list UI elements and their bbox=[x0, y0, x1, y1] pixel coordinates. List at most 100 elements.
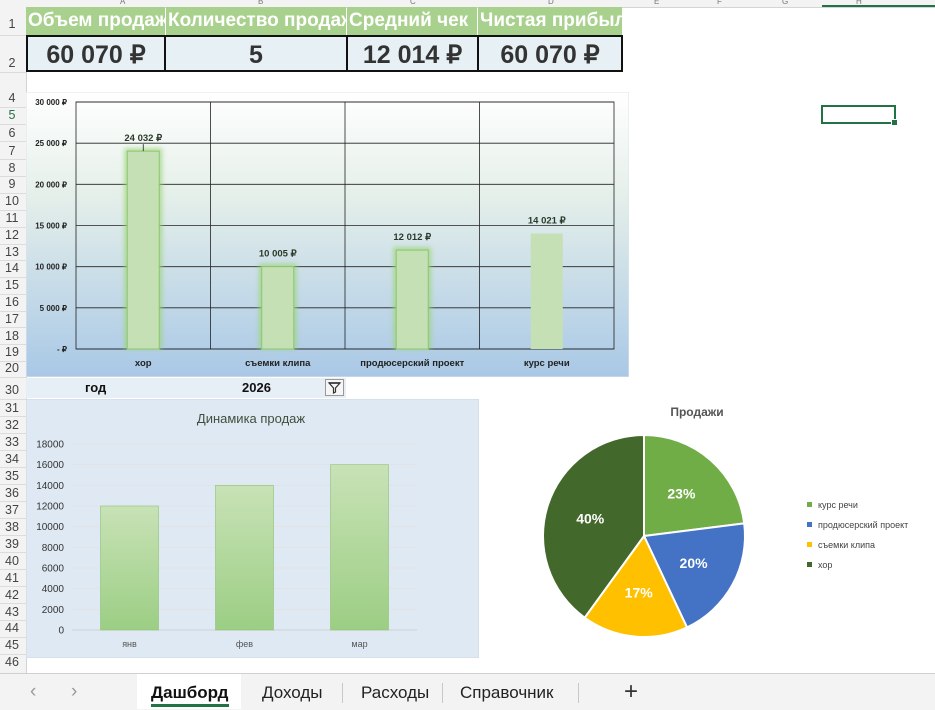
row-number[interactable]: 32 bbox=[5, 418, 19, 432]
row-number[interactable]: 8 bbox=[8, 161, 16, 175]
row-number[interactable]: 13 bbox=[5, 245, 19, 259]
pie-data-label: 40% bbox=[576, 511, 605, 527]
row-divider bbox=[0, 433, 26, 434]
prev-sheet-icon[interactable]: ‹ bbox=[30, 681, 37, 702]
column-g-header[interactable]: G bbox=[782, 0, 789, 6]
monthly-sales-chart-svg: Динамика продаж 0 2000 4000 6000 8000 10000 120… bbox=[25, 398, 480, 659]
monthly-sales-chart[interactable]: Динамика продаж 0 2000 4000 6000 8000 10000 120… bbox=[25, 398, 480, 659]
column-c-header[interactable]: C bbox=[410, 0, 416, 6]
row-number[interactable]: 1 bbox=[8, 17, 16, 31]
row-number[interactable]: 30 bbox=[5, 383, 19, 397]
tab-dashboard[interactable]: Дашборд bbox=[151, 683, 229, 702]
row-number[interactable]: 4 bbox=[8, 91, 16, 105]
row-number[interactable]: 42 bbox=[5, 588, 19, 602]
row-number[interactable]: 36 bbox=[5, 486, 19, 500]
pie-slice bbox=[542, 433, 645, 620]
row-number[interactable]: 34 bbox=[5, 452, 19, 466]
y-tick-label: 12000 bbox=[36, 502, 64, 513]
row-number[interactable]: 14 bbox=[5, 261, 19, 275]
row-divider bbox=[0, 159, 26, 160]
row-divider bbox=[0, 620, 26, 621]
kpi-value-average-check[interactable]: 12 014 ₽ bbox=[346, 35, 479, 72]
tab-expenses[interactable]: Расходы bbox=[361, 683, 430, 702]
kpi-header-sales-volume[interactable]: Объем продаж bbox=[26, 7, 165, 35]
row-number[interactable]: 2 bbox=[8, 56, 16, 70]
pie-data-label: 23% bbox=[667, 486, 696, 502]
y-tick-label: 16000 bbox=[36, 460, 64, 471]
row-divider bbox=[0, 107, 26, 108]
row-divider bbox=[0, 311, 26, 312]
bar-data-label: 24 032 ₽ bbox=[124, 133, 163, 144]
kpi-value-sales-count[interactable]: 5 bbox=[164, 35, 348, 72]
next-sheet-icon[interactable]: › bbox=[71, 681, 78, 702]
column-b-header[interactable]: B bbox=[258, 0, 264, 6]
service-revenue-chart[interactable]: - ₽ 5 000 ₽ 10 000 ₽ 15 000 ₽ 20 000 ₽ 25 000… bbox=[25, 91, 630, 378]
row-number[interactable]: 38 bbox=[5, 520, 19, 534]
kpi-value-sales-volume[interactable]: 60 070 ₽ bbox=[26, 35, 166, 72]
row-number[interactable]: 11 bbox=[5, 211, 19, 225]
row-number[interactable]: 43 bbox=[5, 605, 19, 619]
bar-data-label: 14 021 ₽ bbox=[528, 216, 567, 227]
fill-handle[interactable] bbox=[891, 119, 898, 126]
column-f-header[interactable]: F bbox=[717, 0, 722, 6]
kpi-value-net-profit[interactable]: 60 070 ₽ bbox=[477, 35, 623, 72]
row-number[interactable]: 45 bbox=[5, 638, 19, 652]
filter-funnel-icon bbox=[327, 382, 342, 394]
row-number[interactable]: 6 bbox=[8, 126, 16, 140]
row-divider bbox=[0, 552, 26, 553]
service-revenue-chart-svg: - ₽ 5 000 ₽ 10 000 ₽ 15 000 ₽ 20 000 ₽ 25 000… bbox=[25, 91, 630, 378]
row-number[interactable]: 9 bbox=[8, 177, 16, 191]
row-divider bbox=[0, 193, 26, 194]
kpi-header-average-check[interactable]: Средний чек bbox=[347, 7, 477, 35]
kpi-header-net-profit[interactable]: Чистая прибыль bbox=[478, 7, 622, 35]
bar-data-label: 12 012 ₽ bbox=[393, 232, 432, 243]
selected-cell[interactable] bbox=[821, 105, 898, 126]
row-number[interactable]: 35 bbox=[5, 469, 19, 483]
y-tick-label: 10000 bbox=[36, 522, 64, 533]
column-e-header[interactable]: E bbox=[654, 0, 660, 6]
row-number[interactable]: 40 bbox=[5, 554, 19, 568]
y-tick-label: 0 bbox=[58, 626, 64, 637]
sales-pie-chart[interactable]: Продажи 23% 20% 17% 40% курс речи продюсерский… bbox=[480, 399, 935, 669]
row-number[interactable]: 18 bbox=[5, 329, 19, 343]
row-number[interactable]: 15 bbox=[5, 278, 19, 292]
row-number[interactable]: 41 bbox=[5, 571, 19, 585]
row-number[interactable]: 39 bbox=[5, 537, 19, 551]
kpi-header-sales-count[interactable]: Количество продаж bbox=[166, 7, 346, 35]
row-divider bbox=[0, 344, 26, 345]
row-number[interactable]: 20 bbox=[5, 361, 19, 375]
row-number[interactable]: 10 bbox=[5, 194, 19, 208]
x-tick-label: хор bbox=[135, 358, 152, 369]
row-number[interactable]: 46 bbox=[5, 655, 19, 669]
tab-reference[interactable]: Справочник bbox=[460, 683, 554, 702]
column-a-header[interactable]: A bbox=[120, 0, 126, 6]
row-number[interactable]: 7 bbox=[8, 144, 16, 158]
legend-swatch bbox=[807, 562, 812, 567]
tab-separator bbox=[342, 683, 343, 703]
row-number[interactable]: 17 bbox=[5, 312, 19, 326]
row-number[interactable]: 16 bbox=[5, 295, 19, 309]
x-tick-label: съемки клипа bbox=[245, 358, 311, 369]
legend-label: продюсерский проект bbox=[818, 520, 908, 530]
row-number[interactable]: 37 bbox=[5, 503, 19, 517]
tab-income[interactable]: Доходы bbox=[262, 683, 323, 702]
row-number[interactable]: 5 bbox=[8, 108, 16, 122]
pie-slice bbox=[583, 534, 689, 638]
row-number[interactable]: 12 bbox=[5, 228, 19, 242]
row-number[interactable]: 19 bbox=[5, 345, 19, 359]
row-number[interactable]: 31 bbox=[5, 401, 19, 415]
active-tab-underline bbox=[151, 704, 229, 707]
row-divider bbox=[0, 450, 26, 451]
add-sheet-button[interactable]: + bbox=[624, 678, 639, 705]
column-d-header[interactable]: D bbox=[548, 0, 554, 6]
row-number[interactable]: 44 bbox=[5, 621, 19, 635]
legend-label: курс речи bbox=[818, 500, 858, 510]
chart-title: Продажи bbox=[670, 405, 723, 419]
sheet-tab-bar: ‹ › Дашборд Доходы Расходы Справочник + bbox=[0, 673, 935, 710]
year-filter-value[interactable]: 2026 bbox=[242, 380, 271, 395]
x-tick-label: продюсерский проект bbox=[360, 358, 464, 369]
column-h-header[interactable]: H bbox=[856, 0, 862, 6]
filter-button[interactable] bbox=[325, 379, 344, 396]
row-number[interactable]: 33 bbox=[5, 435, 19, 449]
row-divider bbox=[0, 484, 26, 485]
